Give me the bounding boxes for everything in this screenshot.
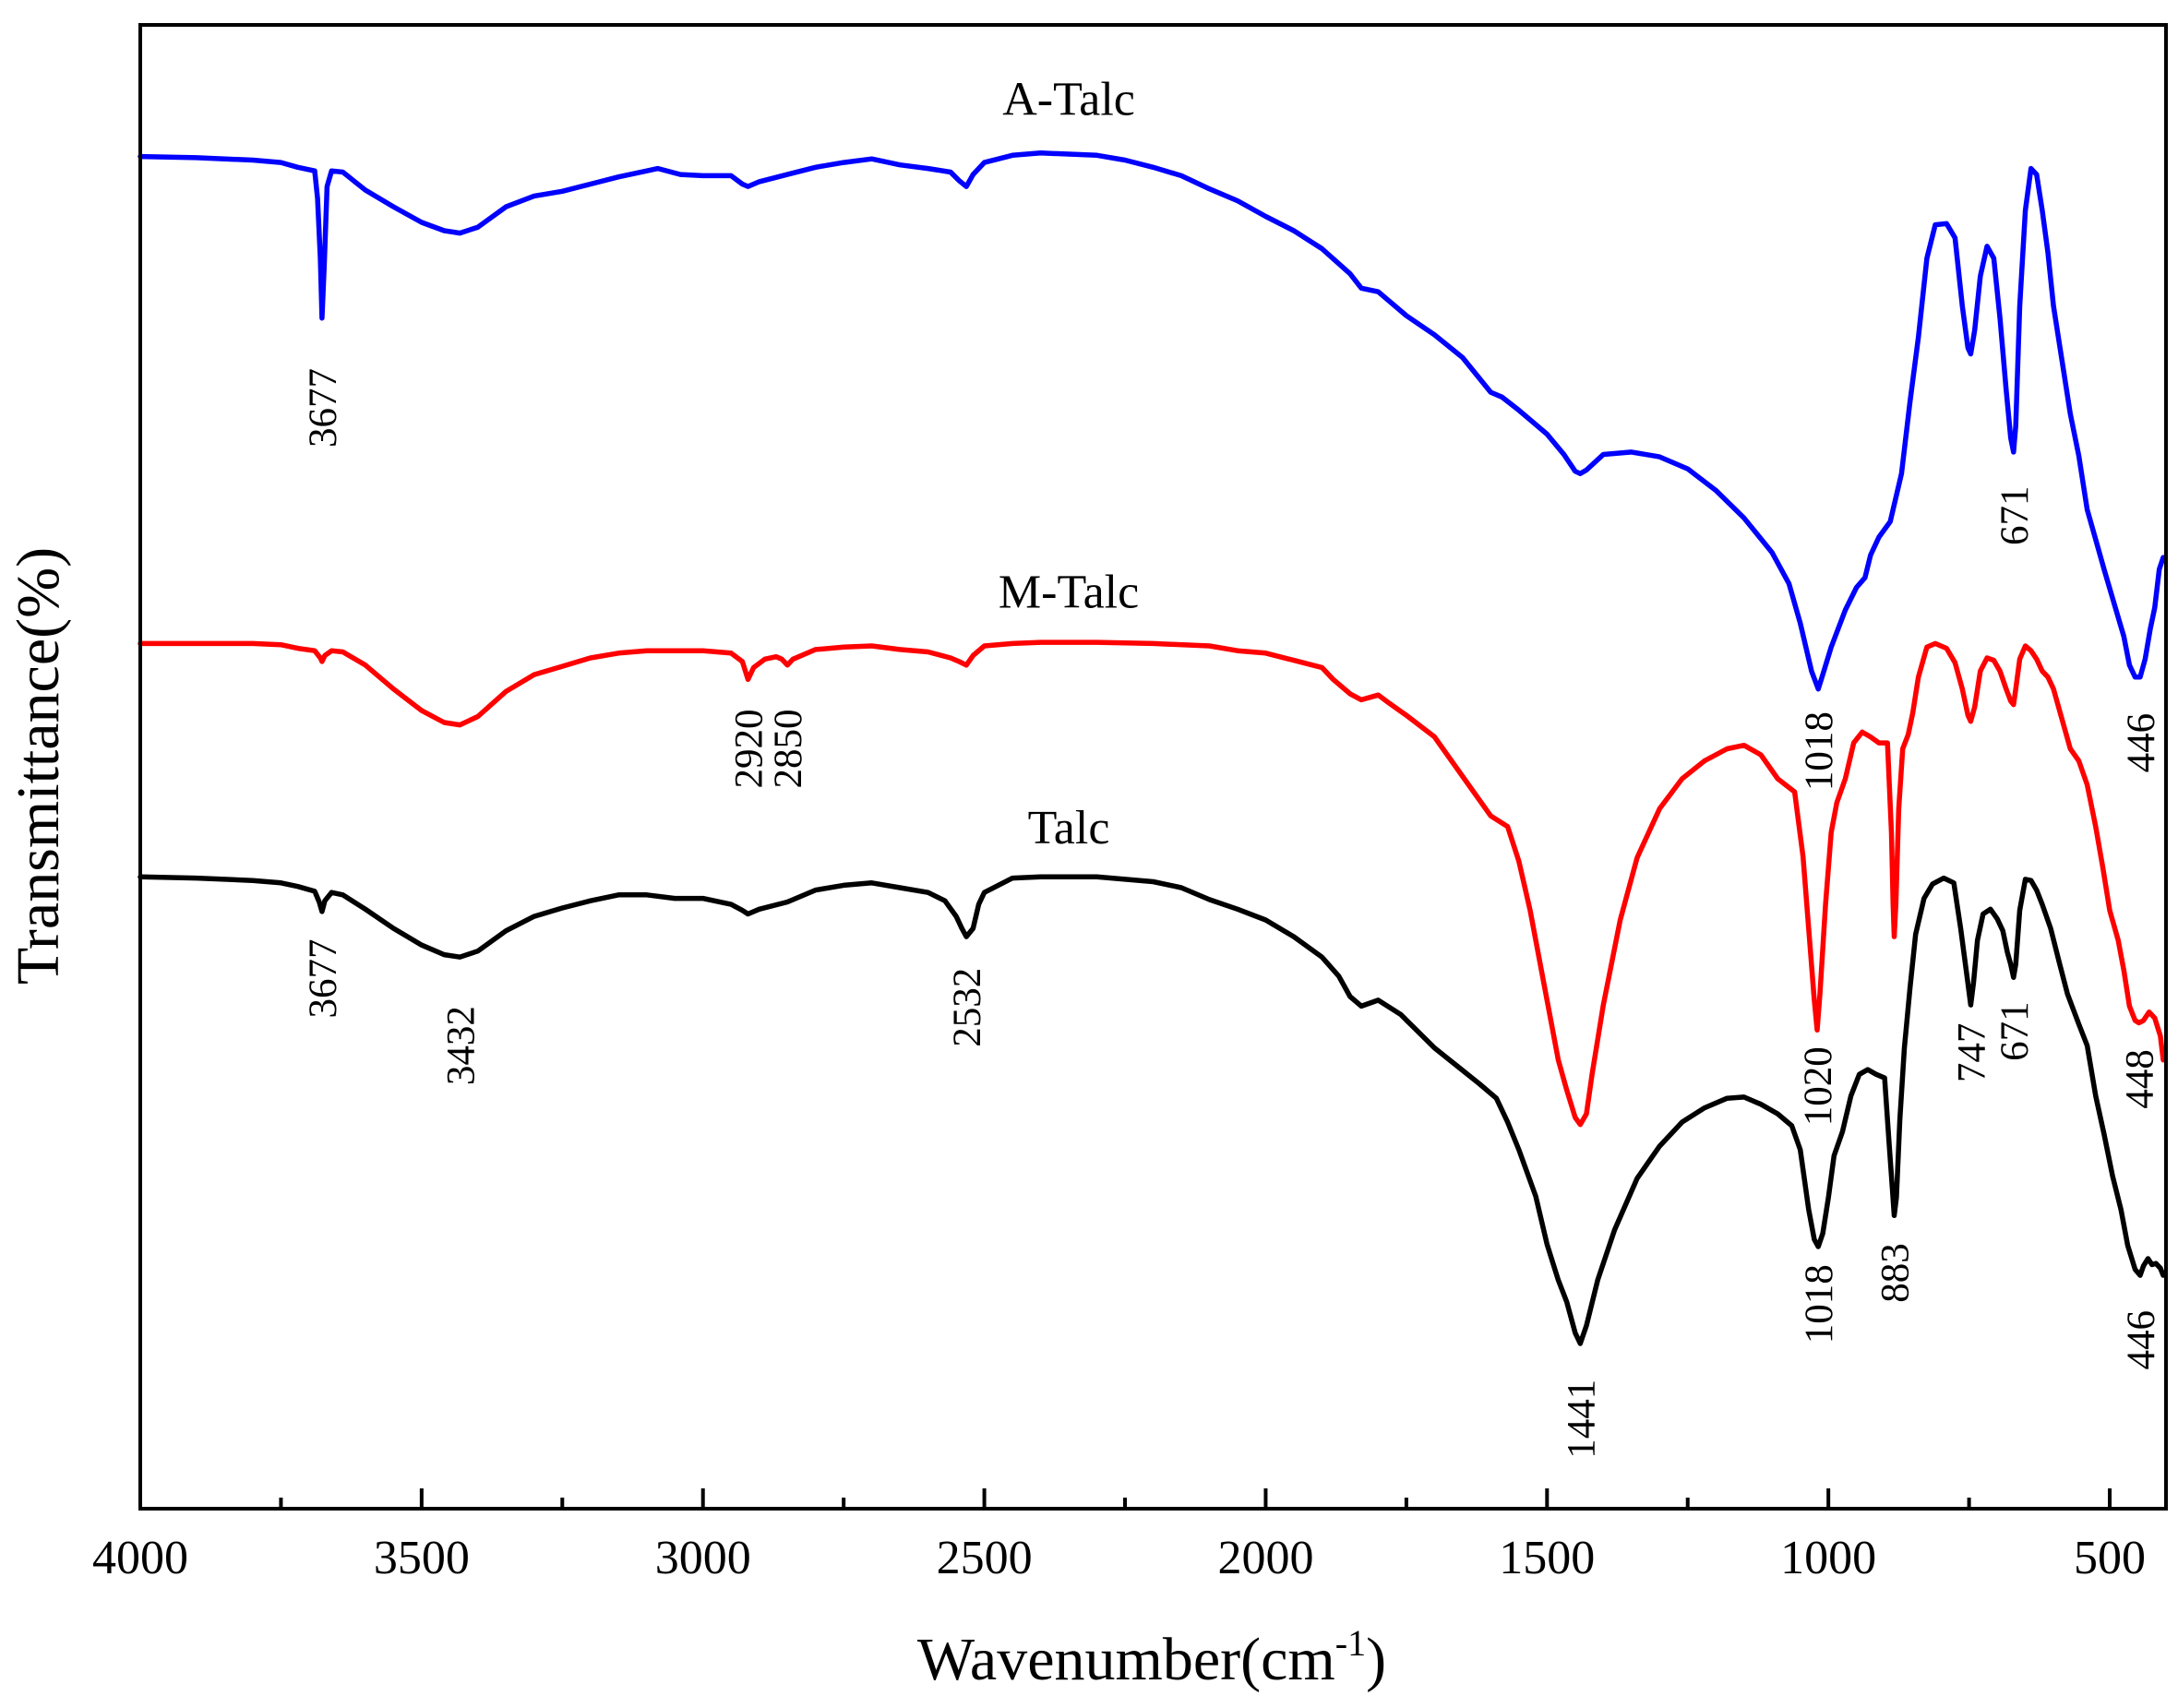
x-axis-title-suffix: ) <box>1366 1626 1386 1693</box>
axis-ticks: 4000 3500 3000 2500 2000 1500 1000 500 <box>92 1488 2146 1584</box>
x-tick-label: 2000 <box>1217 1532 1313 1584</box>
x-tick-label: 1000 <box>1780 1532 1876 1584</box>
peak-label-3432: 3432 <box>439 1006 483 1085</box>
peak-label-671: 671 <box>1993 1001 2037 1061</box>
peak-label-1441: 1441 <box>1560 1380 1603 1459</box>
peak-label-446: 446 <box>2120 713 2163 773</box>
peak-label-2532: 2532 <box>946 968 989 1047</box>
series-line-m-talc <box>138 639 2166 1128</box>
x-tick-label: 3000 <box>655 1532 751 1584</box>
peak-label-1020: 1020 <box>1797 1046 1840 1126</box>
peak-label-448: 448 <box>2119 1049 2162 1109</box>
series-label-talc: Talc <box>1028 802 1110 854</box>
x-tick-label: 500 <box>2074 1532 2146 1584</box>
series-line-talc <box>138 874 2166 1346</box>
peak-label-1018: 1018 <box>1798 1264 1841 1344</box>
peak-label-883: 883 <box>1874 1243 1918 1303</box>
peak-label-2920: 2920 <box>728 710 772 789</box>
series-line-a-talc <box>138 150 2166 692</box>
peak-label-747: 747 <box>1950 1023 1993 1083</box>
peak-label-2850: 2850 <box>767 710 810 789</box>
x-tick-label: 2500 <box>937 1532 1033 1584</box>
x-tick-label: 1500 <box>1499 1532 1595 1584</box>
series-label-a-talc: A-Talc <box>1002 73 1135 125</box>
peak-label-3677: 3677 <box>302 939 345 1019</box>
peak-label-671: 671 <box>1993 485 2037 545</box>
peak-label-446: 446 <box>2120 1310 2163 1370</box>
plot-frame <box>138 23 2168 1511</box>
x-tick-label: 4000 <box>92 1532 188 1584</box>
x-tick-label: 3500 <box>374 1532 470 1584</box>
y-axis-title: Transmittance(%) <box>5 547 72 985</box>
series-layer <box>138 150 2166 1346</box>
x-axis-title-superscript: -1 <box>1335 1622 1366 1664</box>
peak-label-3677: 3677 <box>302 368 345 448</box>
peak-label-1018: 1018 <box>1798 711 1841 791</box>
series-label-m-talc: M-Talc <box>999 567 1139 619</box>
x-axis-title-main: Wavenumber(cm <box>917 1626 1335 1693</box>
x-axis-title: Wavenumber(cm-1) <box>917 1622 1386 1693</box>
